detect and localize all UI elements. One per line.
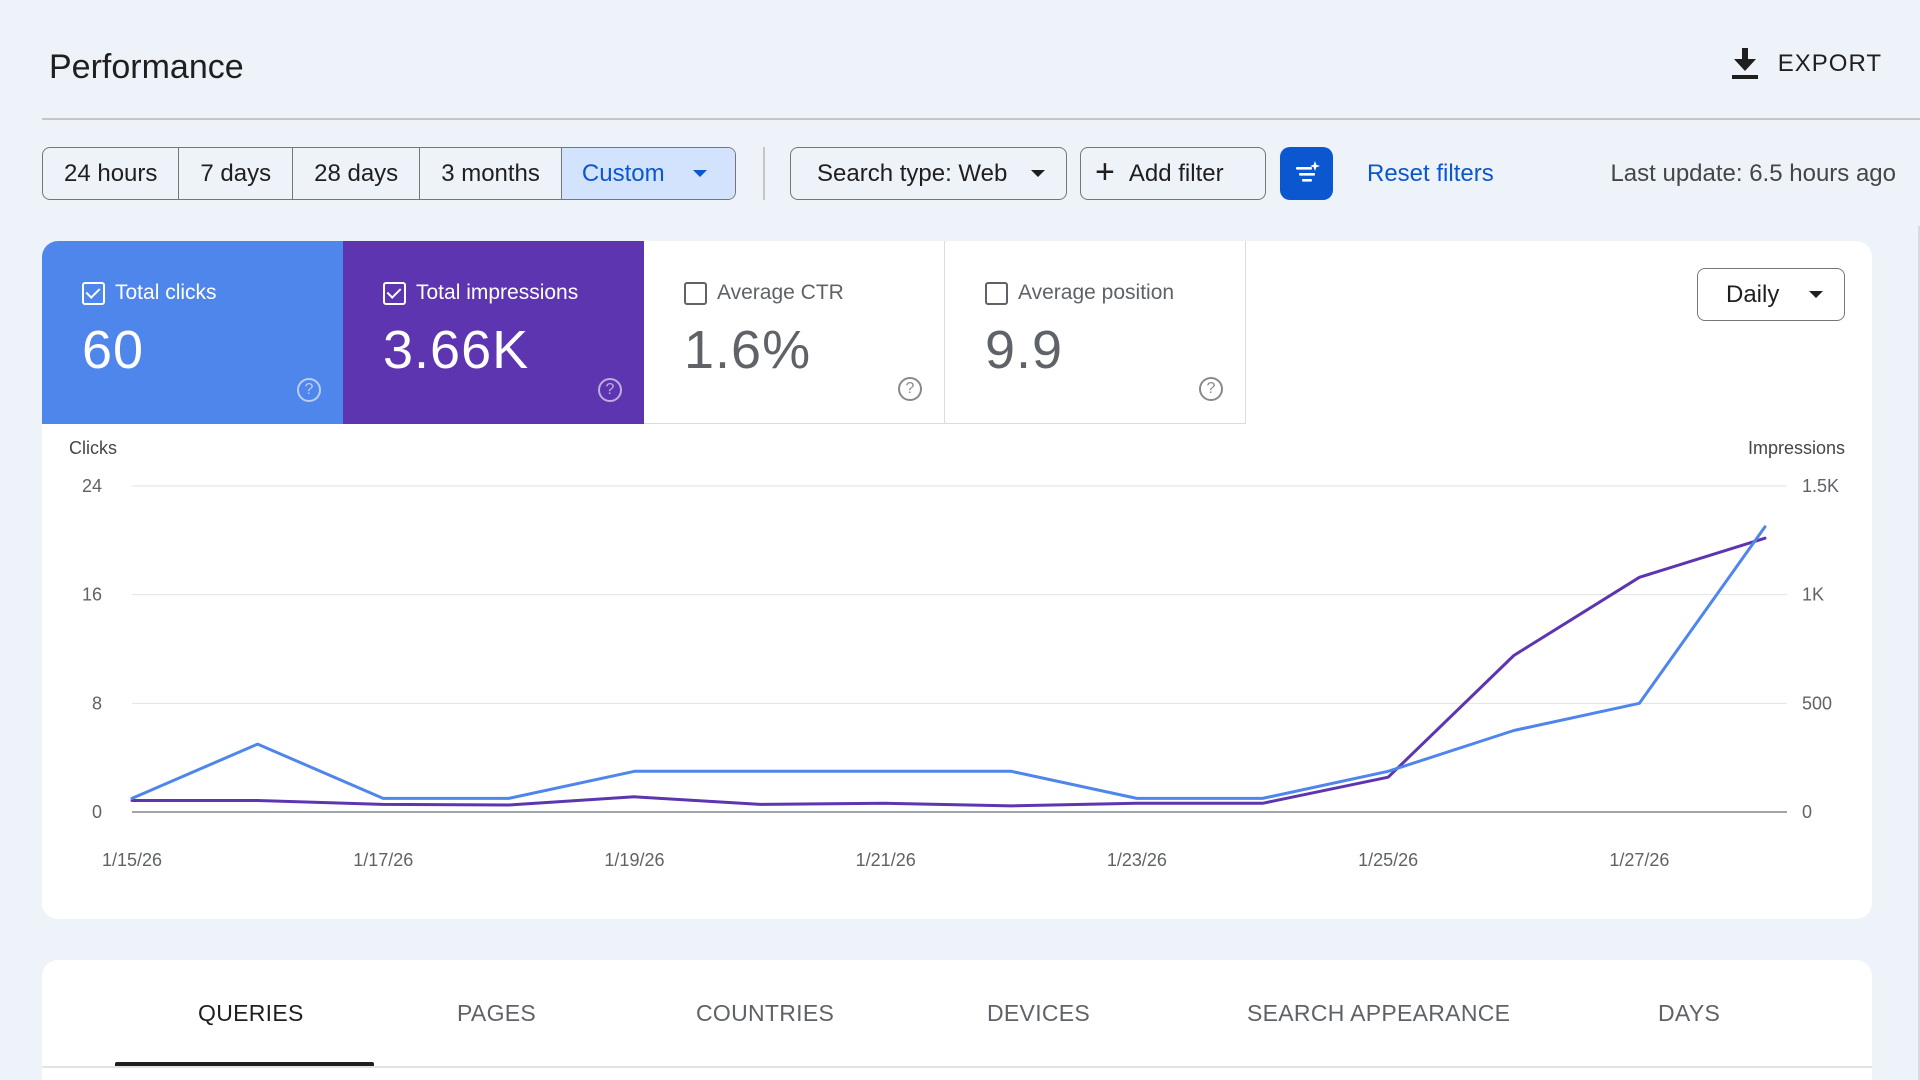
- scrollbar-track[interactable]: [1918, 226, 1920, 1080]
- range-custom-label: Custom: [581, 159, 665, 187]
- chevron-down-icon: [692, 170, 707, 177]
- plus-icon: +: [1095, 153, 1115, 191]
- help-icon[interactable]: ?: [598, 378, 622, 402]
- y-left-tick-label: 24: [82, 476, 102, 496]
- checkbox-icon[interactable]: [985, 281, 1008, 305]
- metric-value: 9.9: [985, 320, 1064, 380]
- dimension-tabs-card: QUERIES PAGES COUNTRIES DEVICES SEARCH A…: [42, 960, 1872, 1080]
- x-tick-label: 1/19/26: [604, 850, 664, 870]
- tab-days[interactable]: DAYS: [1658, 1000, 1721, 1026]
- range-24-hours[interactable]: 24 hours: [43, 148, 180, 199]
- checkbox-icon[interactable]: [383, 281, 406, 305]
- metric-average-position[interactable]: Average position 9.9 ?: [945, 241, 1246, 424]
- checkbox-icon[interactable]: [684, 281, 707, 305]
- help-icon[interactable]: ?: [297, 378, 321, 402]
- y-left-tick-label: 0: [92, 802, 102, 822]
- x-tick-label: 1/15/26: [102, 850, 162, 870]
- y-right-axis-title: Impressions: [1748, 438, 1845, 458]
- metric-label-row: Total clicks: [82, 281, 217, 305]
- chevron-down-icon: [1031, 170, 1046, 177]
- metric-value: 1.6%: [684, 320, 812, 380]
- metric-label: Total impressions: [416, 281, 579, 304]
- checkbox-icon[interactable]: [82, 281, 105, 305]
- y-left-axis-title: Clicks: [69, 438, 117, 458]
- range-7-days[interactable]: 7 days: [179, 148, 294, 199]
- metric-label: Total clicks: [115, 281, 217, 304]
- series-line-impressions: [130, 536, 1767, 808]
- tab-countries[interactable]: COUNTRIES: [696, 1000, 835, 1026]
- page-title: Performance: [49, 48, 244, 86]
- add-filter-button[interactable]: + Add filter: [1080, 147, 1266, 200]
- chevron-down-icon: [1809, 291, 1824, 298]
- y-right-tick-label: 0: [1802, 802, 1812, 822]
- metric-label: Average CTR: [717, 281, 844, 304]
- metric-label-row: Average position: [985, 281, 1174, 305]
- metric-label-row: Average CTR: [684, 281, 844, 305]
- series-line-clicks: [130, 525, 1767, 800]
- last-update-text: Last update: 6.5 hours ago: [1610, 160, 1896, 187]
- metric-average-ctr[interactable]: Average CTR 1.6% ?: [644, 241, 945, 424]
- metric-label: Average position: [1018, 281, 1175, 304]
- y-right-tick-label: 500: [1802, 693, 1832, 713]
- tab-search-appearance[interactable]: SEARCH APPEARANCE: [1247, 1000, 1511, 1026]
- help-icon[interactable]: ?: [898, 377, 922, 401]
- help-icon[interactable]: ?: [1199, 377, 1223, 401]
- date-range-group: 24 hours 7 days 28 days 3 months Custom: [42, 147, 736, 200]
- header-divider: [42, 118, 1920, 120]
- x-tick-label: 1/17/26: [353, 850, 413, 870]
- granularity-dropdown[interactable]: Daily: [1697, 268, 1845, 321]
- range-28-days[interactable]: 28 days: [293, 148, 421, 199]
- metric-label-row: Total impressions: [383, 281, 578, 305]
- metric-value: 3.66K: [383, 320, 530, 380]
- y-left-tick-label: 16: [82, 585, 102, 605]
- x-tick-label: 1/27/26: [1609, 850, 1669, 870]
- x-tick-label: 1/23/26: [1107, 850, 1167, 870]
- metric-total-clicks[interactable]: Total clicks 60 ?: [42, 241, 343, 424]
- y-left-tick-label: 8: [92, 693, 102, 713]
- add-filter-label: Add filter: [1128, 159, 1224, 187]
- tab-pages[interactable]: PAGES: [457, 1000, 537, 1026]
- performance-line-chart: Clicks Impressions 0 8 16 24 0 500 1K 1.5K 1/15/26…: [69, 438, 1845, 870]
- tabs-divider: [42, 1066, 1872, 1068]
- search-type-label: Search type: Web: [817, 159, 1008, 187]
- x-tick-label: 1/21/26: [856, 850, 916, 870]
- toolbar-divider: [763, 147, 765, 200]
- x-tick-label: 1/25/26: [1358, 850, 1418, 870]
- y-right-tick-label: 1.5K: [1802, 476, 1839, 496]
- download-icon: [1731, 48, 1758, 79]
- sparkle-filter-icon: [1295, 160, 1320, 182]
- tab-devices[interactable]: DEVICES: [987, 1000, 1091, 1026]
- search-type-dropdown[interactable]: Search type: Web: [790, 147, 1067, 200]
- export-label: EXPORT: [1777, 50, 1882, 77]
- ai-filter-button[interactable]: [1280, 147, 1333, 200]
- export-button[interactable]: EXPORT: [1730, 48, 1882, 80]
- metric-total-impressions[interactable]: Total impressions 3.66K ?: [343, 241, 644, 424]
- reset-filters-link[interactable]: Reset filters: [1367, 160, 1494, 187]
- granularity-label: Daily: [1726, 280, 1780, 308]
- range-custom[interactable]: Custom: [561, 148, 735, 199]
- performance-chart-card: Total clicks 60 ? Total impressions 3.66…: [42, 241, 1872, 919]
- range-3-months[interactable]: 3 months: [420, 148, 562, 199]
- y-right-tick-label: 1K: [1802, 585, 1824, 605]
- tab-queries[interactable]: QUERIES: [198, 1000, 304, 1026]
- active-tab-indicator: [115, 1062, 374, 1066]
- metric-value: 60: [82, 320, 145, 380]
